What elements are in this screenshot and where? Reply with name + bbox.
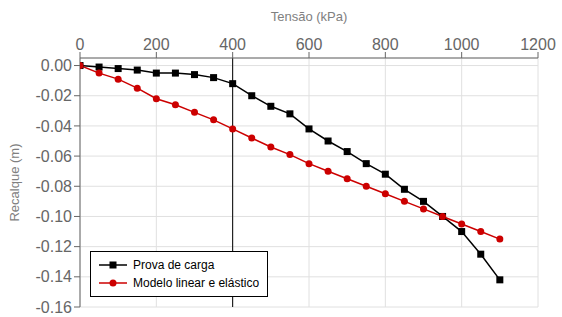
svg-text:-0.12: -0.12 — [36, 238, 73, 255]
svg-text:-0.14: -0.14 — [36, 268, 73, 285]
svg-text:-0.16: -0.16 — [36, 299, 73, 316]
svg-text:-0.06: -0.06 — [36, 148, 73, 165]
svg-text:1200: 1200 — [520, 36, 554, 53]
svg-text:-0.08: -0.08 — [36, 178, 73, 195]
svg-text:1000: 1000 — [444, 36, 480, 53]
svg-text:0: 0 — [76, 36, 85, 53]
svg-text:600: 600 — [296, 36, 323, 53]
svg-text:-0.02: -0.02 — [36, 87, 73, 104]
svg-text:Recalque (m): Recalque (m) — [8, 143, 22, 221]
svg-text:-0.04: -0.04 — [36, 118, 73, 135]
svg-text:Tensão (kPa): Tensão (kPa) — [271, 9, 348, 24]
html-text:Prova de carga: Prova de carga — [133, 258, 215, 272]
svg-text:800: 800 — [372, 36, 399, 53]
svg-text:-0.10: -0.10 — [36, 208, 73, 225]
html-text:Modelo linear e elástico: Modelo linear e elástico — [133, 276, 260, 290]
svg-text:0.00: 0.00 — [41, 57, 72, 74]
svg-text:200: 200 — [143, 36, 170, 53]
svg-text:400: 400 — [219, 36, 246, 53]
